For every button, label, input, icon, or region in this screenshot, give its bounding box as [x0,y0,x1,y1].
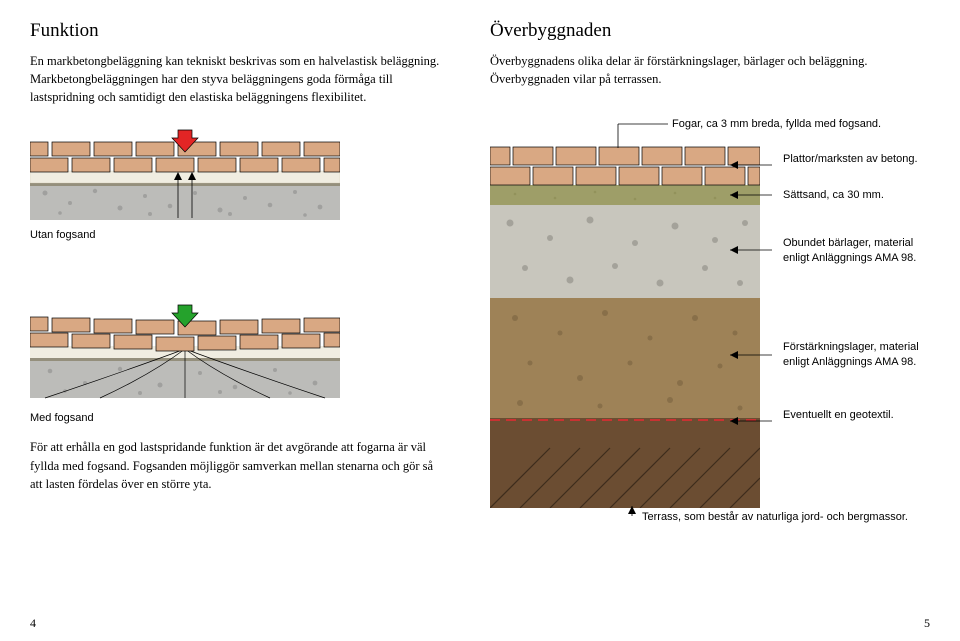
para-overbyggnaden: Överbyggnadens olika delar är förstärkni… [490,52,930,88]
caption-med: Med fogsand [30,412,440,424]
label-obundet: Obundet bärlager, material enligt Anlägg… [783,236,933,266]
label-sattsand: Sättsand, ca 30 mm. [783,188,923,203]
para-fogsand: För att erhålla en god lastspridande fun… [30,438,440,492]
caption-utan: Utan fogsand [30,229,440,241]
heading-overbyggnaden: Överbyggnaden [490,20,930,42]
label-terrass: Terrass, som består av naturliga jord- o… [642,510,942,525]
label-forstark: Förstärkningslager, material enligt Anlä… [783,340,933,370]
heading-funktion: Funktion [30,20,440,42]
diagram-utan-fogsand: Utan fogsand [30,128,440,241]
diagram-med-fogsand: Med fogsand [30,303,440,424]
label-plattor: Plattor/marksten av betong. [783,152,923,167]
label-geotextil: Eventuellt en geotextil. [783,408,923,423]
left-column: Funktion En markbetongbeläggning kan tek… [30,20,440,497]
label-fogar: Fogar, ca 3 mm breda, fyllda med fogsand… [672,117,927,132]
page-number-right: 5 [924,616,930,631]
right-column: Överbyggnaden Överbyggnadens olika delar… [490,20,930,108]
page-number-left: 4 [30,616,36,631]
para-funktion: En markbetongbeläggning kan tekniskt bes… [30,52,440,106]
